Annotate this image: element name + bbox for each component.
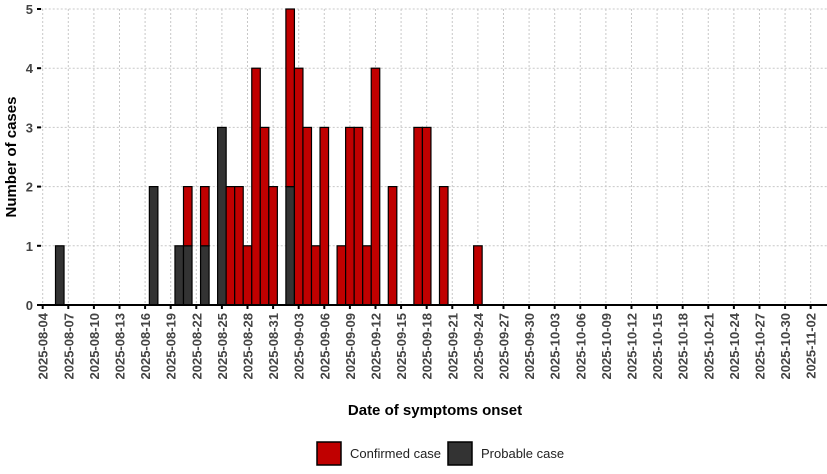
x-tick-label: 2025-08-28 [240,313,255,380]
x-tick-label: 2025-09-09 [343,313,358,380]
x-tick-label: 2025-08-16 [138,313,153,380]
x-tick-label: 2025-08-19 [164,313,179,380]
y-tick-label: 4 [26,61,34,76]
bar-confirmed-case [268,186,278,306]
x-tick-label: 2025-09-18 [420,313,435,380]
bar-confirmed-case [336,245,347,306]
x-tick-label: 2025-09-15 [394,313,409,380]
x-tick-label: 2025-08-13 [112,313,127,380]
x-tick-label: 2025-10-09 [599,313,614,380]
bar-confirmed-case [353,126,364,306]
bar-probable-case [285,186,296,306]
bar-probable-case [54,245,65,306]
bar-confirmed-case [225,186,236,306]
x-tick-label: 2025-08-10 [87,313,102,380]
bar-probable-case [174,245,185,306]
bars [54,8,483,306]
y-tick-label: 1 [26,239,33,254]
legend: Confirmed case Probable case [316,441,564,466]
x-tick-label: 2025-08-07 [61,313,76,380]
x-tick-label: 2025-09-21 [445,313,460,380]
bar-confirmed-case [234,186,244,306]
axes: 0 1 2 3 4 5 2025-08-04 2025-08-07 2025-08-10 2025… [26,2,827,380]
legend-swatch-confirmed [316,441,342,466]
x-tick-label: 2025-09-03 [292,313,307,380]
bar-confirmed-case [387,186,398,306]
bar-confirmed-case [242,245,253,306]
bar-confirmed-case [259,126,270,306]
legend-label-confirmed: Confirmed case [350,446,441,461]
bar-confirmed-case [285,8,296,188]
bar-probable-case [148,186,159,306]
bar-confirmed-case [310,245,321,306]
bar-confirmed-case [473,245,483,306]
x-tick-label: 2025-08-22 [189,313,204,380]
y-tick-label: 0 [26,298,33,313]
x-tick-label: 2025-10-30 [778,313,793,380]
bar-confirmed-case [370,67,381,306]
x-tick-label: 2025-09-27 [496,313,511,380]
x-tick-label: 2025-08-25 [215,313,230,380]
x-tick-label: 2025-10-24 [727,312,742,379]
y-axis-title: Number of cases [3,97,20,218]
legend-label-probable: Probable case [481,446,564,461]
x-tick-label: 2025-11-02 [804,313,819,379]
x-tick-label: 2025-09-12 [368,313,383,380]
bar-confirmed-case [199,186,210,247]
x-axis-title: Date of symptoms onset [348,402,522,419]
x-tick-label: 2025-09-30 [522,313,537,380]
bar-probable-case [182,245,193,306]
bar-probable-case [199,245,210,306]
bar-confirmed-case [421,126,432,306]
y-tick-label: 2 [26,180,33,195]
y-tick-label: 3 [26,120,33,135]
x-tick-label: 2025-10-18 [676,313,691,380]
x-tick-label: 2025-10-12 [624,313,639,380]
gridlines [40,8,827,306]
bar-confirmed-case [438,186,449,306]
bar-confirmed-case [251,67,261,306]
x-tick-label: 2025-08-04 [36,312,51,379]
bar-confirmed-case [362,245,372,306]
bar-confirmed-case [413,126,424,306]
bar-confirmed-case [302,126,313,306]
bar-probable-case [217,126,227,306]
bar-confirmed-case [293,67,304,306]
x-tick-label: 2025-10-15 [650,313,665,380]
bar-confirmed-case [182,186,193,247]
x-tick-label: 2025-10-21 [701,313,716,380]
x-tick-label: 2025-08-31 [266,313,281,380]
x-tick-label: 2025-09-06 [317,313,332,380]
legend-swatch-probable [447,441,473,466]
x-tick-label: 2025-10-03 [548,313,563,380]
x-tick-label: 2025-09-24 [471,312,486,379]
x-tick-label: 2025-10-06 [573,313,588,380]
y-tick-label: 5 [26,2,33,17]
bar-confirmed-case [345,126,355,306]
x-tick-label: 2025-10-27 [752,313,767,380]
bar-confirmed-case [319,126,330,306]
